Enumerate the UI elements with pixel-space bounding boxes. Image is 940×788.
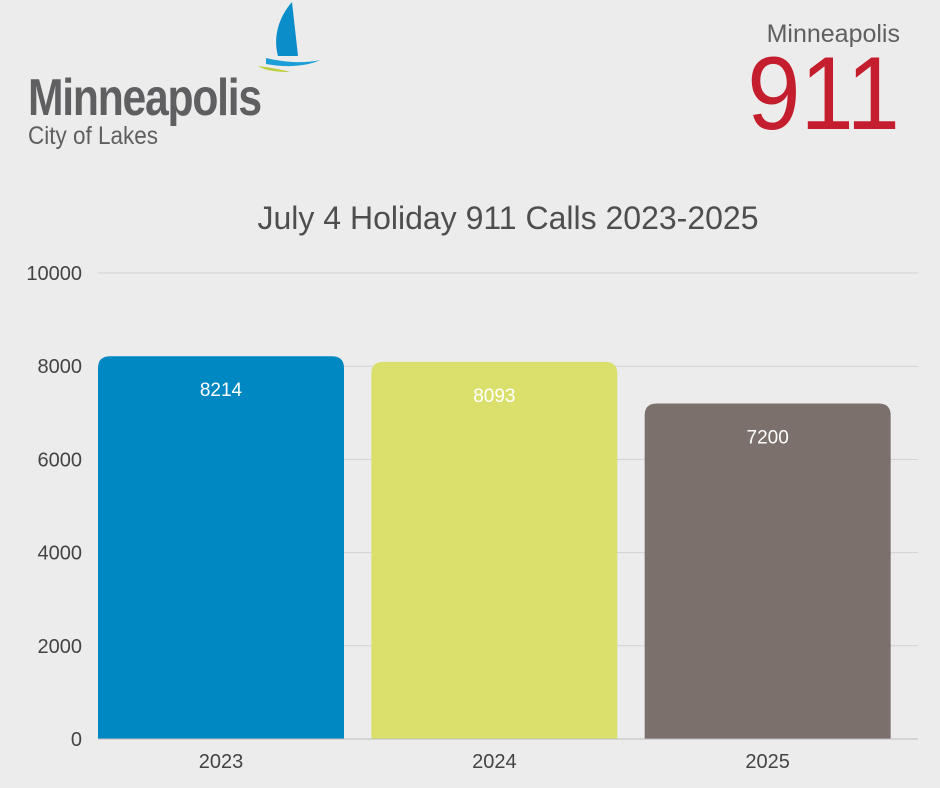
logo-911-number: 911 <box>747 36 900 152</box>
data-label: 8093 <box>473 386 515 407</box>
logo-name: Minneapolis <box>28 69 262 127</box>
bar <box>98 356 344 739</box>
y-tick-label: 6000 <box>38 449 83 471</box>
y-tick-label: 2000 <box>38 636 83 658</box>
x-tick-label: 2025 <box>745 751 790 773</box>
city-logo: Minneapolis City of Lakes <box>28 0 320 160</box>
y-tick-label: 4000 <box>38 543 83 565</box>
logo-tagline: City of Lakes <box>28 122 159 150</box>
data-label: 7200 <box>747 427 789 448</box>
x-tick-label: 2024 <box>472 751 517 773</box>
data-label: 8214 <box>200 380 243 401</box>
logo-911-city: Minneapolis <box>766 20 900 48</box>
y-tick-label: 0 <box>71 729 82 751</box>
y-tick-label: 10000 <box>26 263 82 285</box>
bar <box>644 403 891 739</box>
sailboat-icon <box>258 2 320 72</box>
x-tick-label: 2023 <box>199 751 244 773</box>
chart-title: July 4 Holiday 911 Calls 2023-2025 <box>257 200 759 236</box>
bar <box>371 361 618 739</box>
minneapolis-911-logo: Minneapolis 911 <box>740 20 900 150</box>
y-tick-label: 8000 <box>38 356 83 378</box>
